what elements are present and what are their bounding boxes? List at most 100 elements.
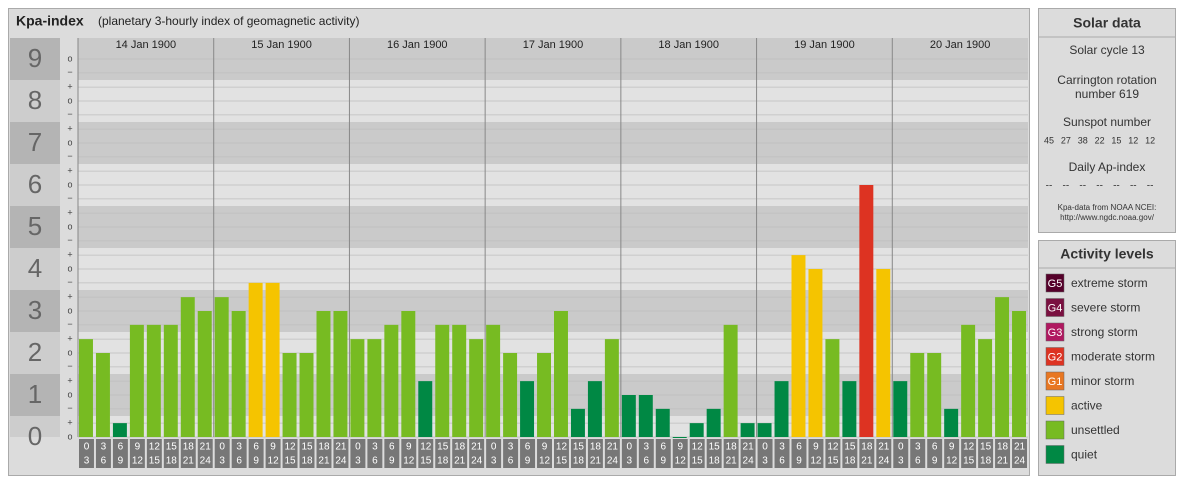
hour-box — [231, 439, 247, 468]
chart-title: Kpa-index — [16, 13, 84, 29]
y-tick-label: 0 — [28, 421, 42, 451]
hour-box — [197, 439, 213, 468]
chart-subtitle: (planetary 3-hourly index of geomagnetic… — [98, 14, 359, 28]
minor-tick-label: o — [67, 95, 72, 105]
source: http://www.ngdc.noaa.gov/ — [1060, 213, 1155, 222]
x-tick-label: 3 — [508, 442, 514, 453]
hour-box — [299, 439, 315, 468]
legend-swatch — [1045, 273, 1065, 293]
day-label: 20 Jan 1900 — [930, 39, 991, 51]
bar — [214, 297, 229, 437]
legend-swatch — [1045, 298, 1065, 317]
x-tick-label: 12 — [403, 456, 415, 467]
hour-box — [520, 439, 536, 468]
x-tick-label: 3 — [355, 456, 361, 467]
y-tick-label: 2 — [28, 337, 42, 367]
x-tick-label: 18 — [437, 456, 449, 467]
x-tick-label: 3 — [372, 442, 378, 453]
x-tick-label: 15 — [149, 456, 161, 467]
x-tick-label: 21 — [590, 456, 602, 467]
x-tick-label: 6 — [644, 456, 650, 467]
x-tick-label: 18 — [980, 456, 992, 467]
solar-cycle: Solar cycle 13 — [1069, 43, 1145, 57]
bar — [350, 339, 365, 437]
hour-box — [367, 439, 383, 468]
minor-tick-label: + — [67, 418, 72, 428]
legend-code: G1 — [1048, 376, 1063, 388]
hour-box — [163, 439, 179, 468]
bar — [163, 324, 178, 437]
minor-tick-label: − — [67, 151, 72, 161]
bar — [927, 353, 942, 437]
hour-box — [978, 439, 994, 468]
bar — [1012, 311, 1026, 437]
x-tick-label: 18 — [709, 456, 721, 467]
x-tick-label: 18 — [997, 442, 1009, 453]
x-tick-label: 12 — [284, 442, 296, 453]
x-tick-label: 15 — [284, 456, 296, 467]
legend-label: minor storm — [1071, 374, 1134, 388]
hour-box — [825, 439, 841, 468]
bar — [401, 311, 416, 437]
sunspot-value: 15 — [1111, 135, 1121, 145]
y-label-box — [10, 248, 60, 290]
x-tick-label: 12 — [963, 442, 975, 453]
x-tick-label: 6 — [525, 442, 531, 453]
x-tick-label: 15 — [420, 456, 432, 467]
bar — [384, 324, 399, 437]
x-tick-label: 18 — [844, 456, 856, 467]
hour-box — [180, 439, 196, 468]
x-tick-label: 15 — [827, 456, 839, 467]
minor-tick-label: o — [67, 347, 72, 357]
x-tick-label: 3 — [84, 456, 90, 467]
hour-box — [961, 439, 977, 468]
bar — [333, 311, 348, 437]
x-tick-label: 9 — [677, 442, 683, 453]
y-tick-label: 4 — [28, 253, 42, 283]
hour-box — [452, 439, 468, 468]
bar — [655, 408, 670, 437]
minor-tick-label: o — [67, 221, 72, 231]
bar — [112, 423, 127, 437]
day-label: 18 Jan 1900 — [658, 39, 719, 51]
x-tick-label: 9 — [389, 456, 395, 467]
x-tick-label: 6 — [915, 456, 921, 467]
hour-box — [469, 439, 485, 468]
bar — [791, 255, 806, 437]
hour-box — [927, 439, 943, 468]
x-tick-label: 15 — [980, 442, 992, 453]
x-tick-label: 15 — [709, 442, 721, 453]
x-tick-label: 12 — [420, 442, 432, 453]
hour-box — [655, 439, 671, 468]
bar — [621, 395, 636, 437]
x-tick-label: 21 — [183, 456, 195, 467]
sunspot-value: 38 — [1078, 135, 1088, 145]
bar — [961, 324, 976, 437]
minor-tick-label: o — [67, 389, 72, 399]
bar — [95, 353, 110, 437]
day-label: 16 Jan 1900 — [387, 39, 448, 51]
hour-box — [791, 439, 807, 468]
bar — [825, 339, 840, 437]
x-tick-label: 15 — [844, 442, 856, 453]
x-tick-label: 6 — [932, 442, 938, 453]
hour-box — [808, 439, 824, 468]
y-tick-label: 5 — [28, 211, 42, 241]
x-tick-label: 21 — [743, 442, 755, 453]
x-tick-label: 9 — [660, 456, 666, 467]
sunspot-value: 12 — [1128, 135, 1138, 145]
y-tick-label: 1 — [28, 379, 42, 409]
legend-swatch — [1045, 396, 1065, 415]
hour-box — [486, 439, 502, 468]
x-tick-label: 6 — [389, 442, 395, 453]
hour-box — [910, 439, 926, 468]
y-label-box — [10, 374, 60, 416]
bar — [537, 353, 551, 437]
hour-box — [214, 439, 230, 468]
y-label-box — [10, 164, 60, 206]
legend-swatch — [1045, 347, 1065, 366]
x-tick-label: 21 — [1014, 442, 1026, 453]
sunspot-value: 22 — [1095, 135, 1105, 145]
legend-label: severe storm — [1071, 301, 1140, 315]
